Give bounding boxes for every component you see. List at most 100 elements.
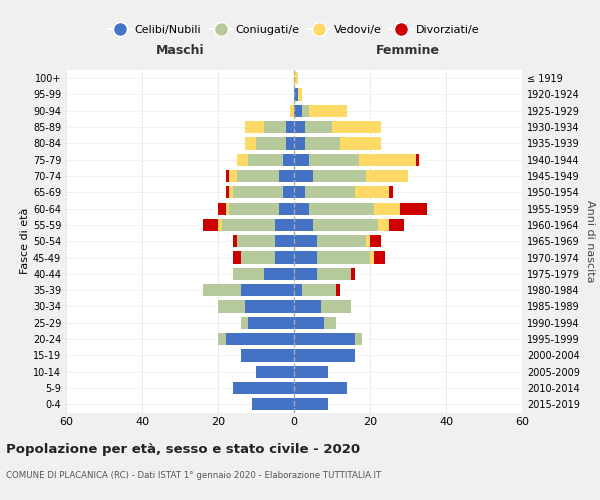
Bar [294, 333, 355, 345]
Bar [313, 219, 377, 231]
Bar [374, 202, 400, 214]
Bar [203, 284, 241, 296]
Bar [263, 121, 286, 133]
Bar [218, 219, 222, 231]
Bar [218, 202, 226, 214]
Bar [294, 170, 313, 182]
Bar [294, 268, 317, 280]
Bar [332, 121, 382, 133]
Legend: Celibi/Nubili, Coniugati/e, Vedovi/e, Divorziati/e: Celibi/Nubili, Coniugati/e, Vedovi/e, Di… [104, 21, 484, 40]
Bar [245, 300, 294, 312]
Bar [229, 202, 279, 214]
Bar [229, 170, 237, 182]
Bar [294, 154, 309, 166]
Bar [233, 186, 283, 198]
Bar [389, 219, 404, 231]
Bar [359, 154, 416, 166]
Bar [245, 138, 256, 149]
Text: Maschi: Maschi [155, 44, 205, 57]
Bar [294, 382, 347, 394]
Y-axis label: Fasce di età: Fasce di età [20, 208, 30, 274]
Bar [237, 154, 248, 166]
Bar [355, 333, 362, 345]
Bar [279, 202, 294, 214]
Bar [351, 268, 355, 280]
Bar [294, 398, 328, 410]
Bar [317, 235, 366, 248]
Bar [248, 154, 283, 166]
Bar [294, 121, 305, 133]
Bar [226, 186, 229, 198]
Bar [222, 219, 275, 231]
Bar [370, 235, 382, 248]
Bar [286, 138, 294, 149]
Bar [294, 138, 305, 149]
Bar [294, 219, 313, 231]
Bar [366, 170, 408, 182]
Bar [325, 316, 336, 329]
Bar [377, 219, 389, 231]
Bar [241, 284, 294, 296]
Bar [294, 350, 355, 362]
Bar [283, 154, 294, 166]
Bar [252, 398, 294, 410]
Bar [302, 284, 336, 296]
Bar [305, 121, 332, 133]
Bar [294, 72, 298, 85]
Bar [286, 121, 294, 133]
Bar [416, 154, 419, 166]
Bar [317, 252, 370, 264]
Bar [275, 235, 294, 248]
Y-axis label: Anni di nascita: Anni di nascita [585, 200, 595, 282]
Bar [229, 186, 233, 198]
Bar [305, 186, 355, 198]
Bar [226, 202, 229, 214]
Bar [294, 300, 320, 312]
Bar [313, 170, 366, 182]
Bar [294, 104, 302, 117]
Bar [298, 88, 302, 101]
Bar [233, 235, 237, 248]
Bar [256, 138, 286, 149]
Bar [290, 104, 294, 117]
Bar [233, 268, 263, 280]
Bar [241, 252, 275, 264]
Bar [241, 316, 248, 329]
Bar [294, 186, 305, 198]
Bar [355, 186, 389, 198]
Text: Popolazione per età, sesso e stato civile - 2020: Popolazione per età, sesso e stato civil… [6, 442, 360, 456]
Bar [309, 104, 347, 117]
Bar [294, 88, 298, 101]
Bar [366, 235, 370, 248]
Bar [336, 284, 340, 296]
Bar [370, 252, 374, 264]
Bar [233, 382, 294, 394]
Text: Femmine: Femmine [376, 44, 440, 57]
Bar [309, 202, 374, 214]
Bar [374, 252, 385, 264]
Bar [233, 252, 241, 264]
Bar [320, 300, 351, 312]
Bar [237, 170, 279, 182]
Bar [340, 138, 382, 149]
Bar [283, 186, 294, 198]
Bar [226, 170, 229, 182]
Bar [241, 350, 294, 362]
Bar [256, 366, 294, 378]
Bar [389, 186, 393, 198]
Bar [294, 235, 317, 248]
Bar [294, 316, 325, 329]
Bar [279, 170, 294, 182]
Bar [294, 284, 302, 296]
Bar [218, 333, 226, 345]
Bar [263, 268, 294, 280]
Bar [294, 202, 309, 214]
Bar [275, 219, 294, 231]
Bar [226, 333, 294, 345]
Bar [275, 252, 294, 264]
Bar [248, 316, 294, 329]
Bar [317, 268, 351, 280]
Bar [294, 252, 317, 264]
Bar [400, 202, 427, 214]
Bar [237, 235, 275, 248]
